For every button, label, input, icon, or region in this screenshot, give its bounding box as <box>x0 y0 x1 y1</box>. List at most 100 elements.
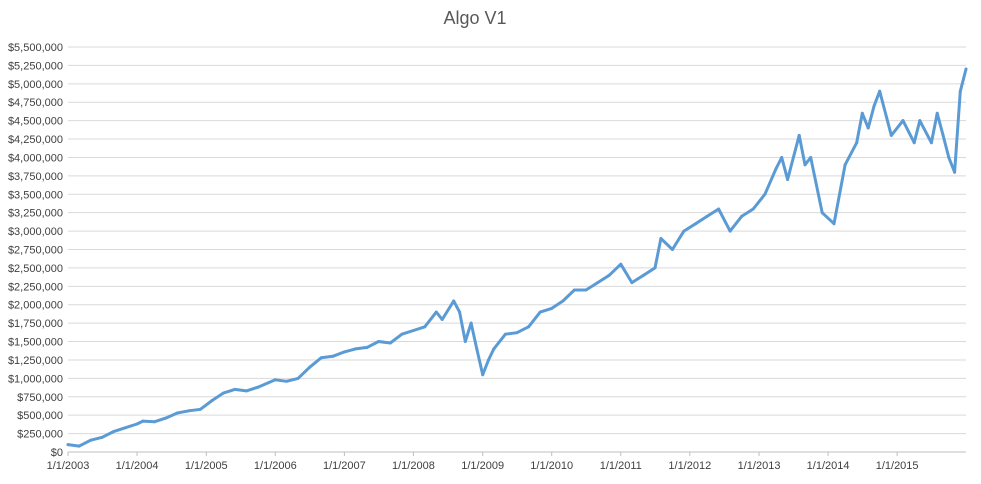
y-tick-label: $1,750,000 <box>8 318 63 330</box>
data-point <box>100 435 104 439</box>
data-point <box>538 310 542 314</box>
data-point <box>527 325 531 329</box>
data-point <box>619 262 623 266</box>
x-tick-label: 1/1/2009 <box>461 460 504 472</box>
data-point <box>452 299 456 303</box>
data-point <box>515 331 519 335</box>
y-tick-label: $5,250,000 <box>8 60 63 72</box>
data-point <box>809 156 813 159</box>
data-point <box>642 273 645 277</box>
data-point <box>832 222 836 226</box>
data-point <box>561 299 565 303</box>
data-point <box>596 281 600 285</box>
data-point <box>458 310 462 314</box>
data-point <box>492 347 496 351</box>
y-tick-label: $500,000 <box>17 410 63 422</box>
data-point <box>423 325 427 329</box>
data-point <box>377 340 381 343</box>
y-tick-label: $4,500,000 <box>8 116 63 128</box>
data-point <box>187 409 191 413</box>
data-point <box>487 358 490 362</box>
data-point <box>929 141 933 145</box>
data-point <box>550 306 554 310</box>
data-point <box>411 329 415 332</box>
data-point <box>388 341 392 345</box>
data-point <box>860 111 864 115</box>
data-point <box>803 163 807 167</box>
y-tick-label: $3,250,000 <box>8 208 63 220</box>
data-point <box>670 248 674 251</box>
data-point <box>941 133 945 137</box>
data-point <box>124 426 127 430</box>
x-tick-label: 1/1/2003 <box>47 460 90 472</box>
x-tick-label: 1/1/2008 <box>392 460 435 472</box>
data-point <box>440 318 444 321</box>
data-point <box>728 229 732 233</box>
data-point <box>705 214 709 218</box>
y-tick-label: $5,500,000 <box>8 42 63 54</box>
data-point <box>682 229 686 233</box>
data-point <box>653 266 657 270</box>
data-point <box>233 387 237 391</box>
data-point <box>901 119 905 123</box>
data-point <box>141 419 145 423</box>
data-point <box>751 207 755 211</box>
data-point <box>285 379 288 383</box>
y-tick-label: $2,000,000 <box>8 300 63 312</box>
data-point <box>872 104 876 108</box>
y-tick-label: $3,000,000 <box>8 226 63 238</box>
x-tick-label: 1/1/2005 <box>185 460 228 472</box>
data-point <box>77 444 81 448</box>
y-tick-label: $1,000,000 <box>8 373 63 385</box>
data-point <box>463 340 467 343</box>
data-point <box>572 288 576 292</box>
data-point <box>780 156 784 159</box>
data-point <box>717 207 721 211</box>
data-point <box>175 411 179 415</box>
data-point <box>475 347 479 351</box>
y-tick-label: $250,000 <box>17 429 63 441</box>
x-tick-label: 1/1/2007 <box>323 460 366 472</box>
data-point <box>953 170 957 174</box>
data-point <box>331 354 335 358</box>
data-point <box>866 126 870 130</box>
x-axis-tick-labels: 1/1/2003 1/1/2004 1/1/2005 1/1/2006 1/1/2007… <box>47 452 919 472</box>
data-point <box>296 376 300 380</box>
data-point <box>164 416 168 420</box>
data-point <box>112 429 116 433</box>
data-point <box>503 332 507 336</box>
data-point <box>878 89 882 93</box>
y-tick-label: $4,750,000 <box>8 97 63 109</box>
data-point <box>354 347 357 351</box>
y-tick-label: $750,000 <box>17 392 63 404</box>
y-tick-label: $5,000,000 <box>8 79 63 91</box>
y-tick-label: $2,500,000 <box>8 263 63 275</box>
data-point <box>630 281 634 285</box>
x-tick-label: 1/1/2014 <box>807 460 850 472</box>
data-point <box>244 389 248 393</box>
data-point <box>843 163 847 167</box>
series-line <box>66 67 968 448</box>
data-point <box>256 385 260 389</box>
data-point <box>584 288 588 292</box>
y-tick-label: $2,750,000 <box>8 245 63 257</box>
x-tick-label: 1/1/2006 <box>254 460 297 472</box>
data-point <box>855 141 859 145</box>
y-tick-label: $4,000,000 <box>8 152 63 164</box>
data-point <box>607 273 611 277</box>
data-point <box>659 237 663 240</box>
data-point <box>308 365 312 369</box>
data-point <box>889 133 893 137</box>
gridlines <box>68 46 966 435</box>
data-point <box>774 167 778 170</box>
data-point <box>365 345 369 349</box>
data-point <box>918 119 922 123</box>
data-point <box>964 67 968 71</box>
data-point <box>66 443 70 447</box>
chart-title: Algo V1 <box>443 8 506 28</box>
data-point <box>481 373 485 377</box>
data-point <box>210 399 214 402</box>
y-tick-label: $1,250,000 <box>8 355 63 367</box>
y-tick-label: $4,250,000 <box>8 134 63 146</box>
